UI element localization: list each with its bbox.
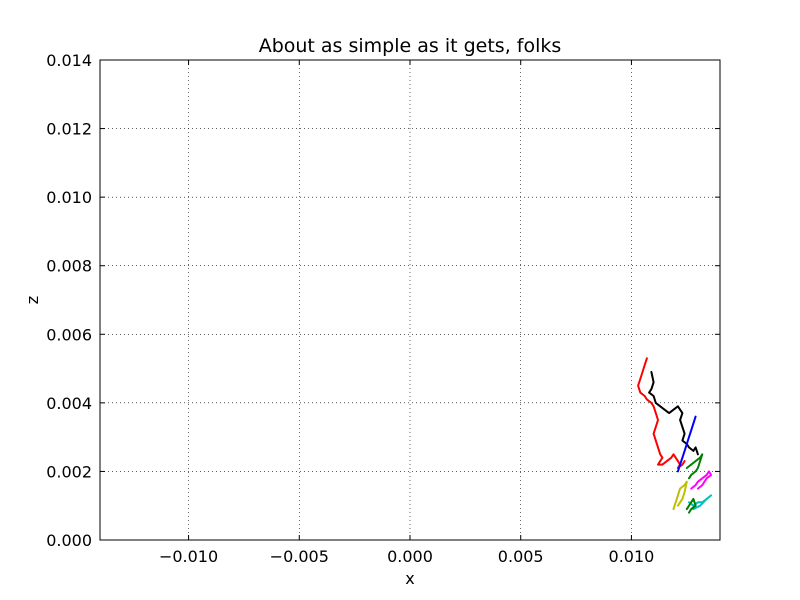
series-line-5: [690, 470, 713, 490]
series-line-1: [637, 357, 686, 469]
y-tick-label: 0.010: [46, 188, 92, 207]
y-tick-label: 0.014: [46, 51, 92, 70]
series-line-6: [672, 480, 688, 511]
y-tick-label: 0.006: [46, 325, 92, 344]
x-tick-label: −0.010: [159, 547, 218, 566]
series-line-4: [685, 453, 704, 480]
x-tick-label: 0.000: [387, 547, 433, 566]
y-tick-label: 0.000: [46, 531, 92, 550]
x-tick-label: −0.005: [270, 547, 329, 566]
y-tick-label: 0.004: [46, 394, 92, 413]
ticks: −0.010 −0.005 0.000 0.005 0.010 0.000 0.002 0.0…: [46, 51, 720, 566]
series-layer: [637, 357, 713, 514]
y-axis-label: z: [23, 296, 42, 304]
x-tick-label: 0.005: [498, 547, 544, 566]
grid: [100, 59, 720, 541]
series-line-8: [685, 497, 697, 514]
chart-title: About as simple as it gets, folks: [259, 35, 562, 57]
y-tick-label: 0.008: [46, 257, 92, 276]
x-axis-label: x: [405, 569, 414, 588]
y-tick-label: 0.002: [46, 462, 92, 481]
x-tick-label: 0.010: [609, 547, 655, 566]
series-line-3: [676, 415, 697, 473]
series-line-2: [648, 371, 699, 456]
y-tick-label: 0.012: [46, 120, 92, 139]
